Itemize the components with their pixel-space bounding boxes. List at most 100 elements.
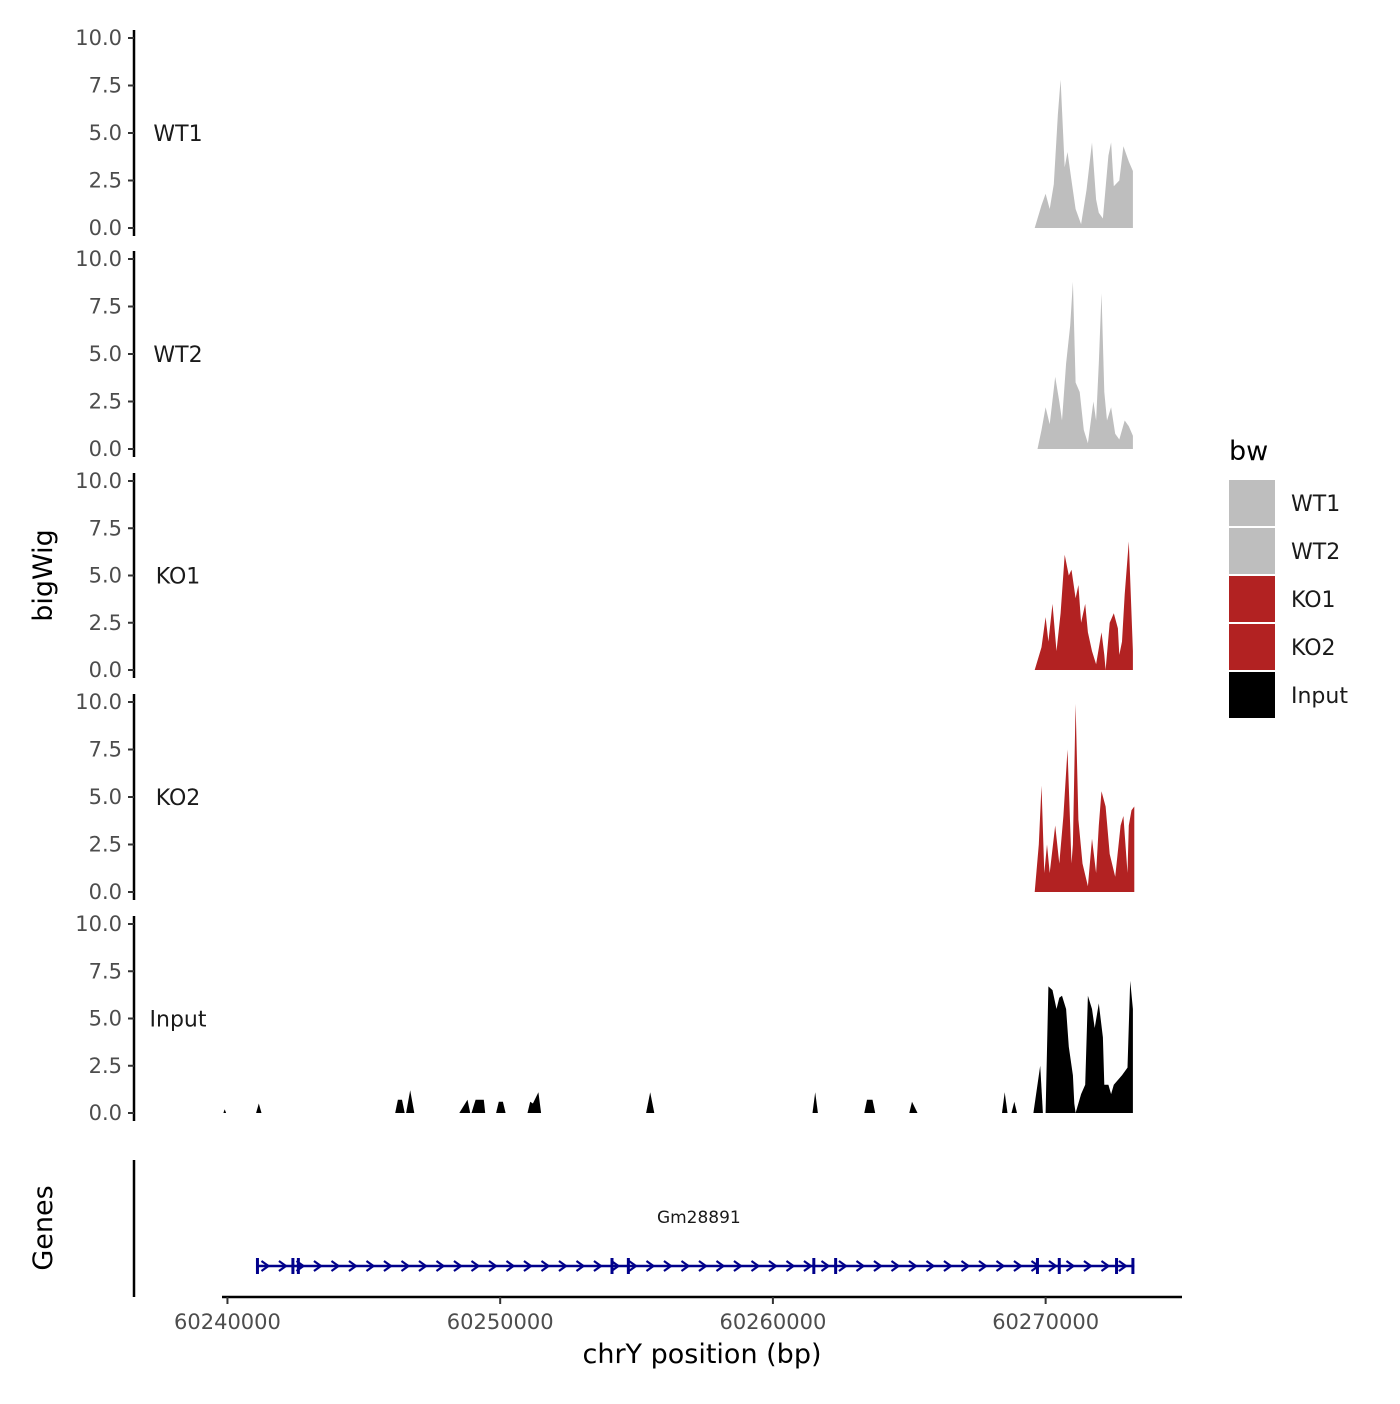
strand-arrow-48 — [1100, 1260, 1111, 1272]
strand-arrow-3 — [313, 1260, 323, 1272]
coverage-area-input-2 — [395, 1099, 405, 1113]
track-label-ko2: KO2 — [156, 786, 201, 811]
y-tick-label-input-2: 5.0 — [89, 1007, 122, 1031]
y-tick-label-ko2-2: 5.0 — [89, 785, 122, 809]
strand-arrow-10 — [435, 1260, 446, 1272]
coverage-area-input-3 — [406, 1090, 415, 1113]
y-tick-label-ko1-1: 2.5 — [89, 611, 122, 635]
strand-arrow-33 — [838, 1260, 848, 1272]
y-tick-label-wt2-0: 0.0 — [89, 437, 122, 461]
coverage-area-input-0 — [223, 1109, 227, 1113]
strand-arrow-8 — [400, 1260, 411, 1272]
y-tick-label-ko2-4: 10.0 — [75, 690, 122, 714]
strand-arrow-1 — [278, 1260, 288, 1272]
gene-name-label: Gm28891 — [657, 1208, 741, 1228]
strand-arrow-22 — [645, 1260, 656, 1272]
track-label-input: Input — [150, 1008, 207, 1033]
strand-arrow-42 — [995, 1260, 1006, 1272]
strand-arrow-30 — [785, 1260, 796, 1272]
coverage-area-input-14 — [1033, 1065, 1043, 1113]
legend-label-input: Input — [1291, 684, 1348, 709]
strand-arrow-40 — [960, 1260, 971, 1272]
strand-arrow-24 — [680, 1260, 691, 1272]
y-tick-label-wt2-2: 5.0 — [89, 342, 122, 366]
x-tick-label-2: 60260000 — [719, 1310, 826, 1334]
strand-arrow-20 — [610, 1260, 621, 1272]
y-tick-label-ko1-0: 0.0 — [89, 658, 122, 682]
strand-arrow-29 — [768, 1260, 778, 1272]
strand-arrow-7 — [383, 1260, 393, 1272]
strand-arrow-38 — [925, 1260, 936, 1272]
y-tick-label-ko2-0: 0.0 — [89, 880, 122, 904]
y-tick-label-ko2-3: 7.5 — [89, 738, 122, 762]
strand-arrow-6 — [365, 1260, 376, 1272]
strand-arrow-46 — [1065, 1260, 1076, 1272]
y-tick-label-ko1-2: 5.0 — [89, 564, 122, 588]
strand-arrow-0 — [260, 1260, 271, 1272]
strand-arrow-31 — [803, 1260, 813, 1272]
coverage-area-input-10 — [864, 1099, 876, 1113]
y-tick-label-wt1-4: 10.0 — [75, 26, 122, 50]
y-tick-label-wt1-2: 5.0 — [89, 121, 122, 145]
y-tick-label-wt2-4: 10.0 — [75, 247, 122, 271]
strand-arrow-11 — [453, 1260, 463, 1272]
strand-arrow-26 — [715, 1260, 726, 1272]
strand-arrow-15 — [523, 1260, 533, 1272]
track-label-wt1: WT1 — [153, 122, 202, 147]
y-tick-label-wt2-3: 7.5 — [89, 295, 122, 319]
y-tick-label-input-3: 7.5 — [89, 959, 122, 983]
coverage-area-input-9 — [812, 1092, 818, 1113]
strand-arrow-19 — [593, 1260, 603, 1272]
coverage-area-input-16 — [1075, 980, 1133, 1113]
y-tick-label-input-1: 2.5 — [89, 1054, 122, 1078]
x-tick-label-3: 60270000 — [992, 1310, 1099, 1334]
coverage-area-ko1-0 — [1034, 554, 1106, 670]
coverage-area-input-7 — [527, 1092, 542, 1113]
strand-arrow-34 — [855, 1260, 866, 1272]
coverage-area-input-6 — [496, 1101, 506, 1113]
strand-arrow-4 — [330, 1260, 341, 1272]
coverage-area-wt2-0 — [1037, 281, 1133, 449]
strand-arrow-12 — [470, 1260, 481, 1272]
strand-arrow-37 — [908, 1260, 918, 1272]
x-tick-label-1: 60250000 — [447, 1310, 554, 1334]
y-tick-label-input-0: 0.0 — [89, 1101, 122, 1125]
coverage-area-input-13 — [1011, 1101, 1017, 1113]
strand-arrow-43 — [1013, 1260, 1023, 1272]
x-axis-title: chrY position (bp) — [582, 1339, 821, 1370]
legend-label-ko1: KO1 — [1291, 588, 1336, 613]
coverage-area-wt1-0 — [1034, 79, 1133, 228]
strand-arrow-14 — [505, 1260, 516, 1272]
coverage-area-input-12 — [1002, 1092, 1008, 1113]
strand-arrow-35 — [873, 1260, 883, 1272]
strand-arrow-13 — [488, 1260, 498, 1272]
y-tick-label-ko1-4: 10.0 — [75, 469, 122, 493]
strand-arrow-16 — [540, 1260, 551, 1272]
y-tick-label-wt2-1: 2.5 — [89, 390, 122, 414]
coverage-area-input-8 — [646, 1092, 655, 1113]
coverage-area-input-5 — [471, 1099, 486, 1113]
legend-label-wt2: WT2 — [1291, 540, 1340, 565]
legend-swatch-input — [1229, 672, 1275, 718]
x-tick-label-0: 60240000 — [174, 1310, 281, 1334]
y-tick-label-wt1-3: 7.5 — [89, 74, 122, 98]
legend-swatch-ko2 — [1229, 624, 1275, 670]
strand-arrow-27 — [733, 1260, 743, 1272]
legend-swatch-wt1 — [1229, 480, 1275, 526]
strand-arrow-23 — [663, 1260, 673, 1272]
strand-arrow-17 — [558, 1260, 568, 1272]
strand-arrow-5 — [348, 1260, 358, 1272]
strand-arrow-49 — [1118, 1260, 1128, 1272]
coverage-area-ko1-1 — [1105, 541, 1133, 670]
strand-arrow-39 — [943, 1260, 953, 1272]
coverage-area-input-4 — [459, 1099, 471, 1113]
strand-arrow-25 — [698, 1260, 708, 1272]
strand-arrow-32 — [820, 1260, 831, 1272]
strand-arrow-41 — [978, 1260, 988, 1272]
strand-arrow-21 — [628, 1260, 638, 1272]
genes-axis-title: Genes — [28, 1185, 59, 1270]
y-tick-label-ko2-1: 2.5 — [89, 833, 122, 857]
strand-arrow-36 — [890, 1260, 901, 1272]
legend-title: bw — [1229, 436, 1268, 467]
